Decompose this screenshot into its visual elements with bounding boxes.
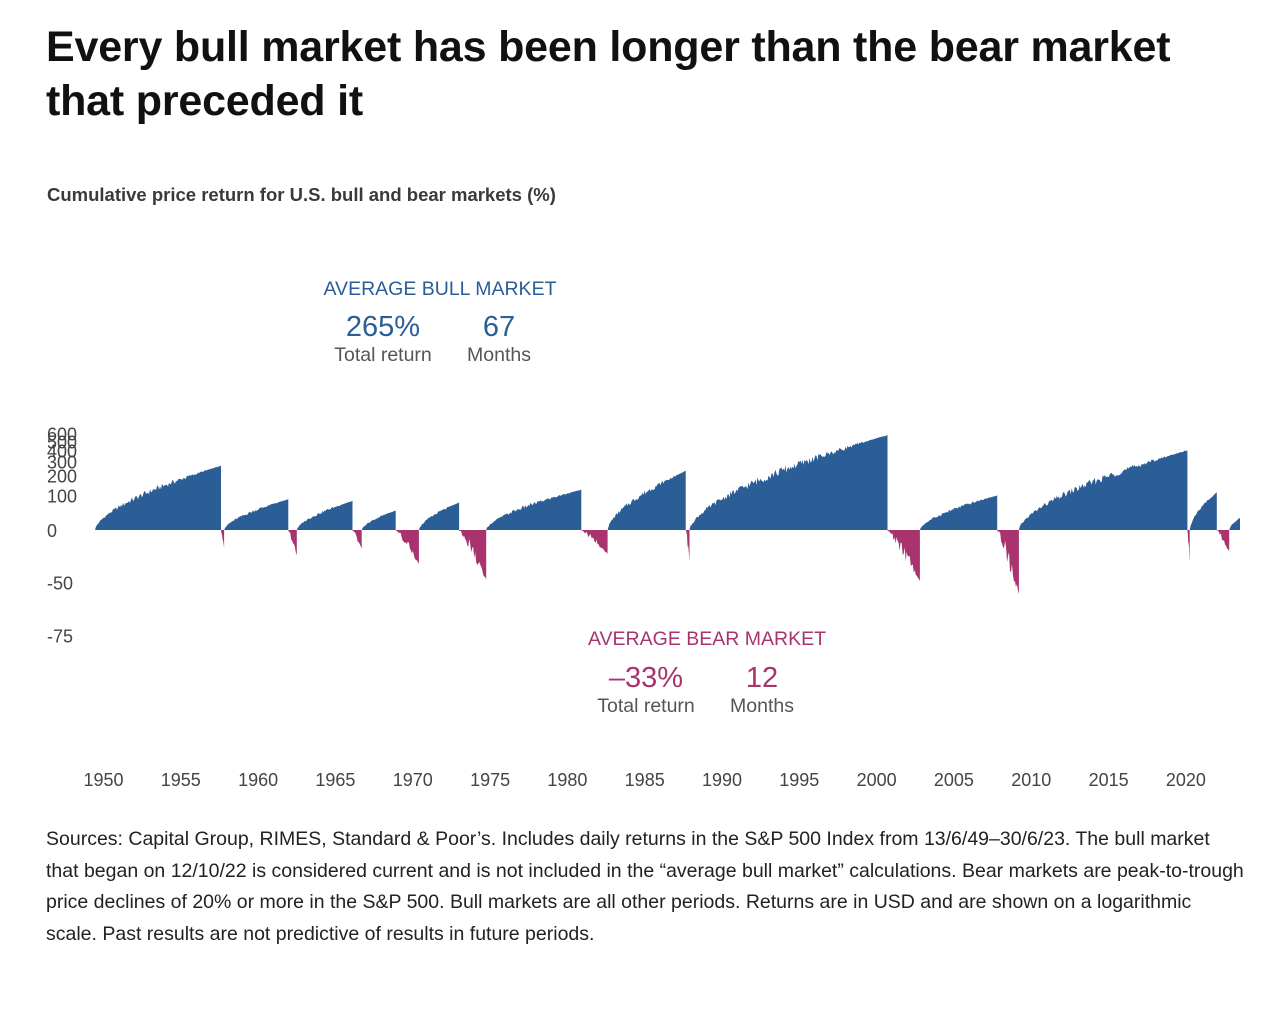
bear-market-area <box>288 530 297 555</box>
x-tick-label: 1955 <box>161 770 201 790</box>
bear-market-area <box>997 530 1019 595</box>
bear-market-area <box>581 530 608 554</box>
x-tick-label: 1960 <box>238 770 278 790</box>
x-tick-label: 2020 <box>1166 770 1206 790</box>
x-tick-label: 1970 <box>393 770 433 790</box>
bull-market-area <box>1189 492 1217 530</box>
x-tick-label: 2010 <box>1011 770 1051 790</box>
y-tick-label: 300 <box>47 452 77 472</box>
x-tick-label: 1950 <box>83 770 123 790</box>
bear-market-area <box>352 530 362 549</box>
bull-duration-label: Months <box>467 344 531 366</box>
y-tick-label: 400 <box>47 441 77 461</box>
bear-duration-value: 12 <box>746 662 778 694</box>
bear-return-value: –33% <box>609 662 683 694</box>
x-tick-label: 2005 <box>934 770 974 790</box>
bull-bear-chart: Cumulative price return for U.S. bull an… <box>47 184 1240 790</box>
bear-heading: AVERAGE BEAR MARKET <box>588 628 826 650</box>
y-tick-label: 0 <box>47 521 57 541</box>
bull-heading: AVERAGE BULL MARKET <box>324 278 557 300</box>
x-tick-label: 1975 <box>470 770 510 790</box>
bull-return-value: 265% <box>346 311 420 343</box>
bear-market-area <box>395 530 419 564</box>
x-tick-label: 1995 <box>779 770 819 790</box>
average-bear-annotation: AVERAGE BEAR MARKET –33% 12 Total return… <box>588 628 826 717</box>
bull-market-area <box>95 465 221 530</box>
bear-market-area <box>221 530 225 548</box>
bear-duration-label: Months <box>730 695 794 717</box>
bear-return-label: Total return <box>597 695 695 717</box>
bull-market-area <box>607 471 686 530</box>
bear-market-area <box>887 530 920 582</box>
x-tick-label: 1985 <box>625 770 665 790</box>
footnote: Sources: Capital Group, RIMES, Standard … <box>46 828 1244 945</box>
bull-market-area <box>1018 450 1188 530</box>
average-bull-annotation: AVERAGE BULL MARKET 265% 67 Total return… <box>324 278 557 366</box>
bull-market-area <box>418 502 460 530</box>
bear-market-area <box>1216 530 1230 552</box>
x-tick-label: 2000 <box>857 770 897 790</box>
bull-market-area <box>486 489 582 530</box>
x-tick-label: 1990 <box>702 770 742 790</box>
y-tick-label: 500 <box>47 432 77 452</box>
chart-title: Cumulative price return for U.S. bull an… <box>47 184 556 205</box>
bull-market-area <box>1229 517 1240 530</box>
bear-market-areas <box>221 530 1230 595</box>
bull-market-area <box>296 500 353 530</box>
x-tick-label: 2015 <box>1089 770 1129 790</box>
bull-market-area <box>361 510 396 530</box>
x-axis: 1950 1955 1960 1965 1970 1975 1980 1985 1990 1995… <box>83 770 1205 790</box>
bull-return-label: Total return <box>334 344 432 366</box>
y-tick-label: 600 <box>47 425 77 445</box>
y-tick-label: 200 <box>47 467 77 487</box>
headline: Every bull market has been longer than t… <box>46 23 1171 125</box>
bull-market-areas <box>95 434 1240 530</box>
bear-market-area <box>685 530 690 562</box>
bull-market-area <box>919 495 998 530</box>
y-tick-label: -50 <box>47 574 73 594</box>
x-tick-label: 1980 <box>547 770 587 790</box>
bear-market-area <box>459 530 487 580</box>
bull-duration-value: 67 <box>483 311 515 343</box>
x-tick-label: 1965 <box>315 770 355 790</box>
bull-market-area <box>224 499 289 530</box>
y-tick-label: 100 <box>47 487 77 507</box>
bull-market-area <box>689 434 888 530</box>
bear-market-area <box>1187 530 1190 562</box>
y-tick-label: -75 <box>47 626 73 646</box>
